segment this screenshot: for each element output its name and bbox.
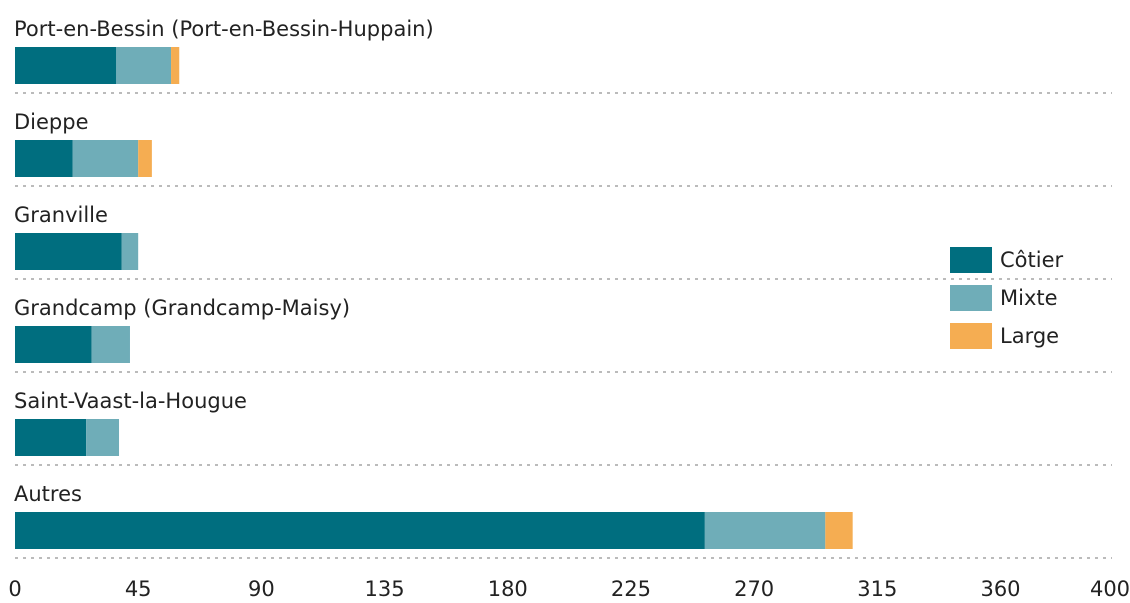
- legend-swatch: [950, 323, 992, 349]
- bar-segment: [15, 512, 705, 549]
- bar-segment: [15, 140, 73, 177]
- legend-swatch: [950, 285, 992, 311]
- bar-segment: [121, 233, 139, 270]
- x-tick-label: 270: [734, 577, 774, 601]
- x-tick-label: 135: [365, 577, 405, 601]
- bar-segment: [171, 47, 180, 84]
- x-tick-label: 180: [488, 577, 528, 601]
- category-label: Saint-Vaast-la-Hougue: [14, 389, 247, 413]
- x-tick-label: 360: [980, 577, 1020, 601]
- category-label: Granville: [14, 203, 108, 227]
- category-label: Dieppe: [14, 110, 89, 134]
- bar-segment: [15, 47, 117, 84]
- category-label: Port-en-Bessin (Port-en-Bessin-Huppain): [14, 17, 434, 41]
- x-tick-label: 225: [611, 577, 651, 601]
- x-tick-label: 400: [1090, 577, 1130, 601]
- bar-segment: [86, 419, 120, 456]
- legend-label: Mixte: [1000, 286, 1058, 310]
- legend-label: Large: [1000, 324, 1059, 348]
- x-tick-label: 45: [125, 577, 152, 601]
- bar-segment: [15, 326, 92, 363]
- bar-segment: [116, 47, 172, 84]
- bar-segment: [15, 233, 122, 270]
- bar-segment: [91, 326, 130, 363]
- x-tick-label: 0: [8, 577, 21, 601]
- bar-segment: [704, 512, 826, 549]
- bar-segment: [72, 140, 139, 177]
- legend-label: Côtier: [1000, 248, 1063, 272]
- category-label: Autres: [14, 482, 82, 506]
- x-tick-label: 90: [248, 577, 275, 601]
- bar-segment: [138, 140, 152, 177]
- x-tick-label: 315: [857, 577, 897, 601]
- legend-swatch: [950, 247, 992, 273]
- bar-segment: [15, 419, 87, 456]
- category-label: Grandcamp (Grandcamp-Maisy): [14, 296, 350, 320]
- bar-segment: [825, 512, 853, 549]
